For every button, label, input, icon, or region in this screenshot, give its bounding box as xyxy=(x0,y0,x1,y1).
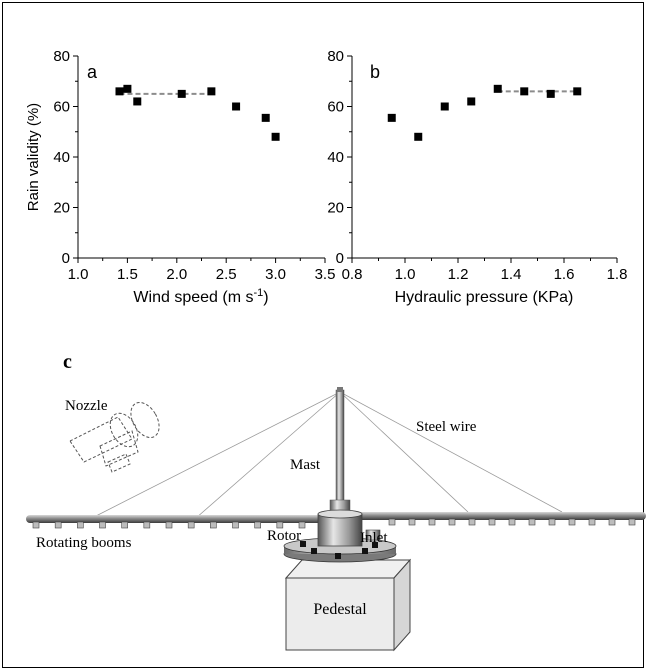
y-tick-label: 60 xyxy=(327,99,344,116)
boom-nozzle xyxy=(488,518,496,526)
steel-wires xyxy=(91,391,563,519)
boom-nozzle xyxy=(276,521,284,529)
pedestal xyxy=(284,558,412,652)
chart-panel-a: a 0 20 40 60 80 1.0 1.5 2.0 2.5 3.0 3.5 Rain valid… xyxy=(25,48,335,306)
data-point xyxy=(123,84,132,93)
x-tick-label: 1.0 xyxy=(395,266,416,283)
panel-label-c: c xyxy=(63,351,72,373)
data-point xyxy=(271,132,280,141)
data-point xyxy=(387,113,396,122)
y-tick-label: 40 xyxy=(53,149,70,166)
data-point xyxy=(207,87,216,96)
right-rotating-boom xyxy=(356,512,646,520)
rotating-booms-label: Rotating booms xyxy=(36,535,132,551)
boom-nozzle xyxy=(165,521,173,529)
boom-nozzle xyxy=(528,518,536,526)
x-axis-label-a: Wind speed (m s-1) xyxy=(133,287,268,306)
x-tick-label: 1.2 xyxy=(448,266,469,283)
data-point xyxy=(493,84,502,93)
y-tick-label: 0 xyxy=(62,250,70,267)
y-tick-label: 80 xyxy=(327,48,344,65)
boom-nozzle xyxy=(232,521,239,529)
rotor xyxy=(317,513,363,547)
panel-label-a: a xyxy=(87,62,98,82)
nozzle-icon xyxy=(69,401,160,473)
boom-nozzle xyxy=(588,518,596,526)
x-tick-label: 3.0 xyxy=(265,266,286,283)
steel-wire-label: Steel wire xyxy=(416,419,477,435)
boom-nozzle xyxy=(298,521,306,529)
nozzles-left xyxy=(32,521,306,529)
data-point xyxy=(232,102,241,111)
x-tick-label: 1.0 xyxy=(68,266,89,283)
x-tick-label: 3.5 xyxy=(315,266,336,283)
boom-nozzle xyxy=(187,521,195,529)
x-tick-label: 0.8 xyxy=(342,266,363,283)
boom-nozzle xyxy=(608,518,616,526)
boom-nozzle xyxy=(210,521,217,529)
data-point xyxy=(261,113,270,122)
chart-panel-b: b 0 20 40 60 80 0.8 1.0 1.2 1.4 1.6 1.8 Hydraulic … xyxy=(327,48,627,306)
boom-nozzle xyxy=(408,518,416,526)
boom-nozzle xyxy=(388,518,396,526)
y-axis-label-a: Rain validity (%) xyxy=(25,103,42,211)
rotor-label: Rotor xyxy=(267,528,301,544)
pedestal-label: Pedestal xyxy=(313,601,367,618)
boom-nozzle xyxy=(628,518,636,526)
x-tick-label: 2.0 xyxy=(166,266,187,283)
boom-nozzle xyxy=(54,521,62,529)
y-tick-label: 20 xyxy=(53,200,70,217)
x-tick-label: 1.4 xyxy=(501,266,522,283)
boom-nozzle xyxy=(428,518,436,526)
boom-nozzle xyxy=(468,518,476,526)
boom-nozzle xyxy=(77,521,84,529)
mast xyxy=(335,389,345,509)
y-tick-label: 60 xyxy=(53,99,70,116)
data-point xyxy=(573,87,582,96)
boom-nozzle xyxy=(32,521,40,529)
data-point xyxy=(546,89,555,98)
device-diagram: c xyxy=(26,351,646,652)
inlet-pipe xyxy=(365,529,381,541)
boom-nozzle xyxy=(121,521,128,529)
mast-label: Mast xyxy=(290,457,321,473)
boom-nozzle xyxy=(508,518,516,526)
boom-nozzle xyxy=(99,521,106,529)
boom-nozzle xyxy=(548,518,556,526)
boom-nozzle xyxy=(143,521,151,529)
y-tick-label: 0 xyxy=(336,250,344,267)
x-tick-label: 1.8 xyxy=(607,266,628,283)
y-tick-label: 80 xyxy=(53,48,70,65)
x-tick-label: 1.5 xyxy=(117,266,138,283)
data-point xyxy=(414,132,423,141)
x-axis-label-b: Hydraulic pressure (KPa) xyxy=(395,289,574,306)
boom-nozzle xyxy=(448,518,456,526)
left-rotating-boom xyxy=(26,515,330,523)
boom-nozzle xyxy=(254,521,261,529)
data-point xyxy=(177,89,186,98)
rotor-top xyxy=(317,509,363,519)
y-tick-label: 40 xyxy=(327,149,344,166)
nozzle-label: Nozzle xyxy=(65,398,108,414)
x-tick-label: 1.6 xyxy=(554,266,575,283)
data-point xyxy=(467,97,476,106)
y-tick-label: 20 xyxy=(327,200,344,217)
inlet-label: Inlet xyxy=(360,530,388,546)
boom-nozzle xyxy=(568,518,576,526)
data-point xyxy=(115,87,124,96)
x-tick-label: 2.5 xyxy=(216,266,237,283)
nozzles-right xyxy=(388,518,636,526)
data-point xyxy=(440,102,449,111)
data-point xyxy=(520,87,529,96)
mast-top xyxy=(337,387,343,392)
panel-label-b: b xyxy=(370,62,380,82)
data-point xyxy=(133,97,142,106)
flange-bolts xyxy=(300,541,378,559)
